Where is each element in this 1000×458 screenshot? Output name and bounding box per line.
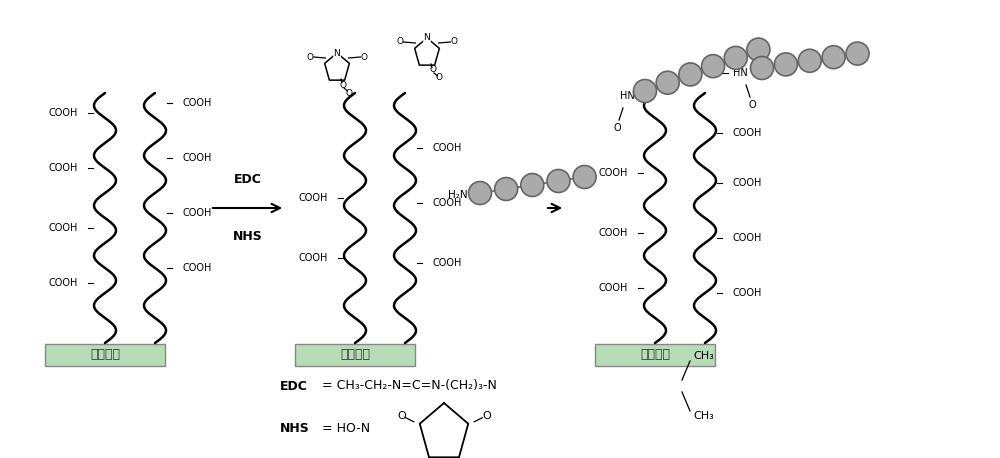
- Circle shape: [547, 169, 570, 192]
- Text: = CH₃-CH₂-N=C=N-(CH₂)₃-N: = CH₃-CH₂-N=C=N-(CH₂)₃-N: [322, 380, 497, 393]
- Text: O: O: [450, 38, 457, 47]
- Text: COOH: COOH: [598, 283, 628, 293]
- Text: O: O: [396, 38, 403, 47]
- Text: EDC: EDC: [234, 173, 261, 186]
- Text: NHS: NHS: [280, 421, 310, 435]
- Text: O: O: [482, 411, 491, 421]
- FancyBboxPatch shape: [45, 344, 165, 366]
- FancyBboxPatch shape: [595, 344, 715, 366]
- Text: O: O: [306, 53, 313, 61]
- Text: COOH: COOH: [298, 253, 328, 263]
- Text: O: O: [613, 123, 621, 133]
- Circle shape: [495, 178, 518, 201]
- Circle shape: [774, 53, 797, 76]
- Text: COOH: COOH: [732, 128, 762, 138]
- Text: O: O: [435, 73, 442, 82]
- Circle shape: [679, 63, 702, 86]
- Text: COOH: COOH: [432, 198, 462, 208]
- Circle shape: [822, 46, 845, 69]
- Text: O: O: [346, 88, 352, 98]
- Text: COOH: COOH: [48, 163, 78, 173]
- Circle shape: [573, 165, 596, 189]
- Text: CH₃: CH₃: [693, 351, 714, 361]
- Circle shape: [750, 56, 773, 80]
- Text: N: N: [334, 49, 340, 58]
- Text: COOH: COOH: [732, 178, 762, 188]
- Circle shape: [724, 46, 747, 69]
- Text: COOH: COOH: [732, 233, 762, 243]
- Circle shape: [846, 42, 869, 65]
- Circle shape: [702, 55, 725, 78]
- Text: COOH: COOH: [182, 208, 212, 218]
- Text: COOH: COOH: [48, 223, 78, 233]
- Circle shape: [747, 38, 770, 61]
- Circle shape: [521, 174, 544, 196]
- Text: EDC: EDC: [280, 380, 308, 393]
- Circle shape: [798, 49, 821, 72]
- Text: COOH: COOH: [48, 278, 78, 288]
- Text: COOH: COOH: [182, 263, 212, 273]
- Text: COOH: COOH: [182, 153, 212, 163]
- Text: O: O: [340, 81, 347, 89]
- FancyBboxPatch shape: [295, 344, 415, 366]
- Circle shape: [634, 80, 656, 103]
- Text: COOH: COOH: [48, 108, 78, 118]
- Text: CH₃: CH₃: [693, 411, 714, 421]
- Circle shape: [469, 181, 492, 205]
- Text: 改性硬胶: 改性硬胶: [340, 349, 370, 361]
- Circle shape: [656, 71, 679, 94]
- Text: COOH: COOH: [732, 288, 762, 298]
- Text: O: O: [429, 65, 436, 75]
- Text: 改性硬胶: 改性硬胶: [640, 349, 670, 361]
- Text: COOH: COOH: [598, 168, 628, 178]
- Text: COOH: COOH: [432, 258, 462, 268]
- Text: NHS: NHS: [233, 230, 262, 243]
- Text: O: O: [360, 53, 367, 61]
- Text: COOH: COOH: [182, 98, 212, 108]
- Text: COOH: COOH: [298, 193, 328, 203]
- Text: N: N: [424, 33, 430, 43]
- Text: HN: HN: [620, 91, 634, 101]
- Text: 改性硬胶: 改性硬胶: [90, 349, 120, 361]
- Text: COOH: COOH: [598, 228, 628, 238]
- Text: = HO-N: = HO-N: [322, 421, 370, 435]
- Text: H₂N: H₂N: [448, 190, 468, 200]
- Text: O: O: [397, 411, 406, 421]
- Text: HN: HN: [733, 68, 747, 78]
- Text: COOH: COOH: [432, 143, 462, 153]
- Text: O: O: [748, 100, 756, 110]
